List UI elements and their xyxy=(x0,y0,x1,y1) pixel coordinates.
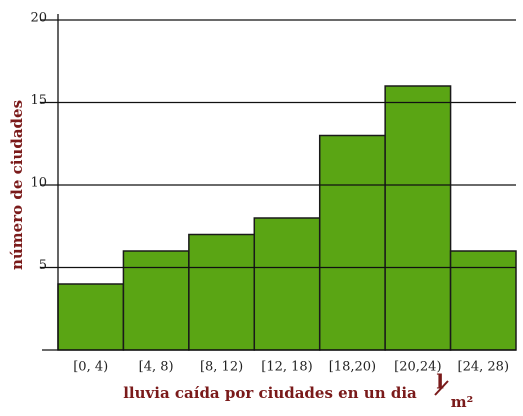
y-tick-label: 20 xyxy=(30,11,47,26)
y-tick-label: 10 xyxy=(30,176,47,191)
bar xyxy=(253,217,321,351)
bar xyxy=(122,250,190,351)
y-tick-label: 5 xyxy=(39,258,47,273)
x-unit-denominator: m² xyxy=(451,393,473,411)
unit-slash xyxy=(434,380,449,396)
x-tick-label: [0, 4) xyxy=(73,360,108,375)
x-tick-label: [12, 18) xyxy=(261,360,313,375)
x-tick-label: [18,20) xyxy=(329,360,376,375)
x-unit-numerator: l xyxy=(436,370,444,394)
bar xyxy=(449,250,517,351)
y-axis-label: número de ciudades xyxy=(8,100,26,270)
bar xyxy=(384,85,452,351)
x-tick-label: [20,24) xyxy=(394,360,441,375)
bar xyxy=(188,233,256,351)
x-tick-label: [4, 8) xyxy=(139,360,174,375)
y-tick-label: 15 xyxy=(30,93,47,108)
bar xyxy=(318,134,386,351)
x-axis-label: lluvia caída por ciudades en un dia xyxy=(123,384,417,402)
bar xyxy=(57,283,125,351)
x-tick-label: [8, 12) xyxy=(200,360,243,375)
x-tick-label: [24, 28) xyxy=(458,360,510,375)
